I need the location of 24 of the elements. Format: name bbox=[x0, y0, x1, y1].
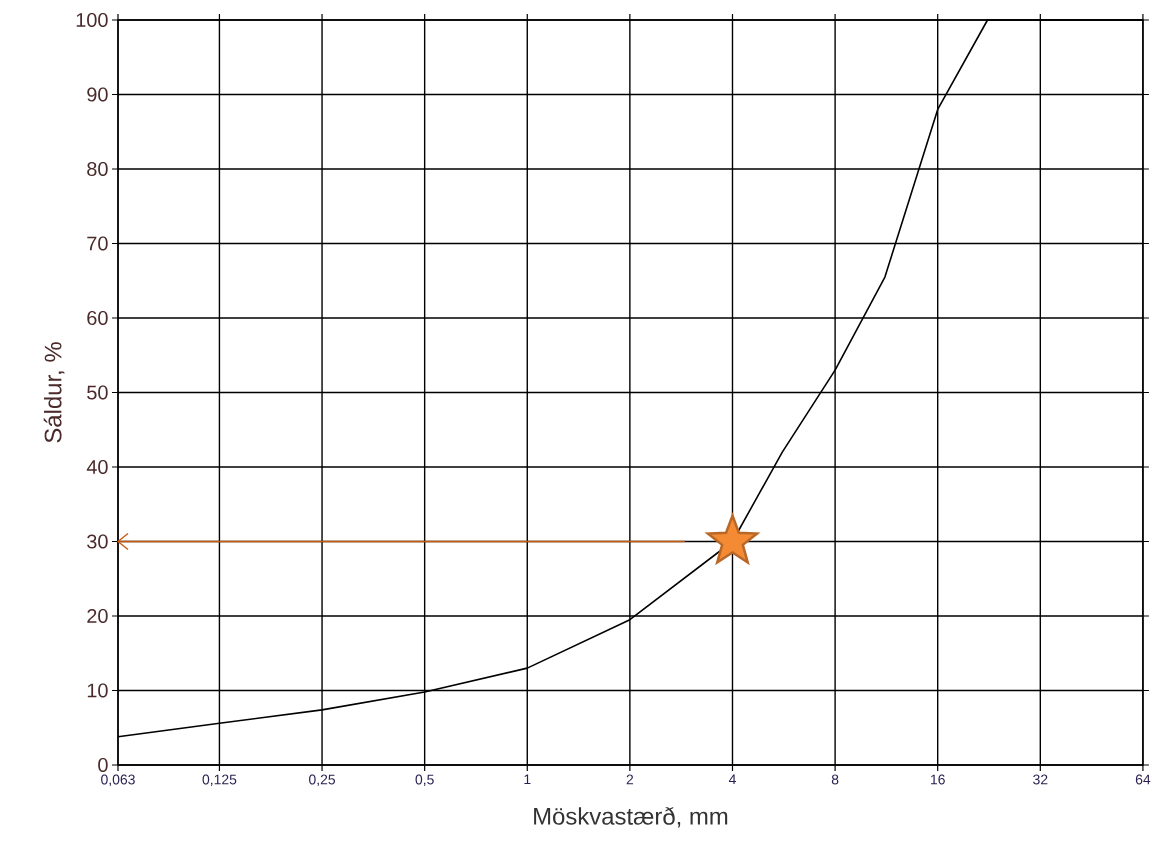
x-tick-label: 0,063 bbox=[101, 774, 135, 787]
y-tick-label: 0 bbox=[98, 757, 108, 773]
y-tick-label: 20 bbox=[87, 608, 108, 624]
y-tick-label: 60 bbox=[87, 310, 108, 326]
x-tick-label: 0,5 bbox=[415, 774, 434, 787]
y-tick-label: 30 bbox=[87, 534, 108, 549]
x-tick-label: 4 bbox=[728, 774, 736, 785]
y-axis-title: Sáldur, % bbox=[43, 342, 65, 443]
y-tick-label: 10 bbox=[87, 683, 108, 698]
y-tick-label: 70 bbox=[87, 236, 108, 251]
x-tick-label: 2 bbox=[626, 774, 634, 785]
y-tick-label: 80 bbox=[87, 161, 108, 177]
x-tick-label: 64 bbox=[1135, 774, 1151, 785]
x-tick-label: 8 bbox=[831, 774, 839, 785]
x-tick-label: 32 bbox=[1033, 774, 1048, 785]
y-tick-label: 40 bbox=[86, 459, 108, 475]
y-tick-label: 50 bbox=[87, 385, 108, 400]
x-tick-label: 1 bbox=[524, 774, 531, 785]
x-tick-label: 16 bbox=[931, 774, 945, 785]
y-tick-label: 90 bbox=[87, 87, 108, 102]
x-tick-label: 0,25 bbox=[309, 774, 336, 787]
x-axis-title: Möskvastærð, mm bbox=[534, 806, 728, 828]
x-tick-label: 0,125 bbox=[202, 774, 237, 787]
y-tick-label: 100 bbox=[76, 12, 108, 28]
